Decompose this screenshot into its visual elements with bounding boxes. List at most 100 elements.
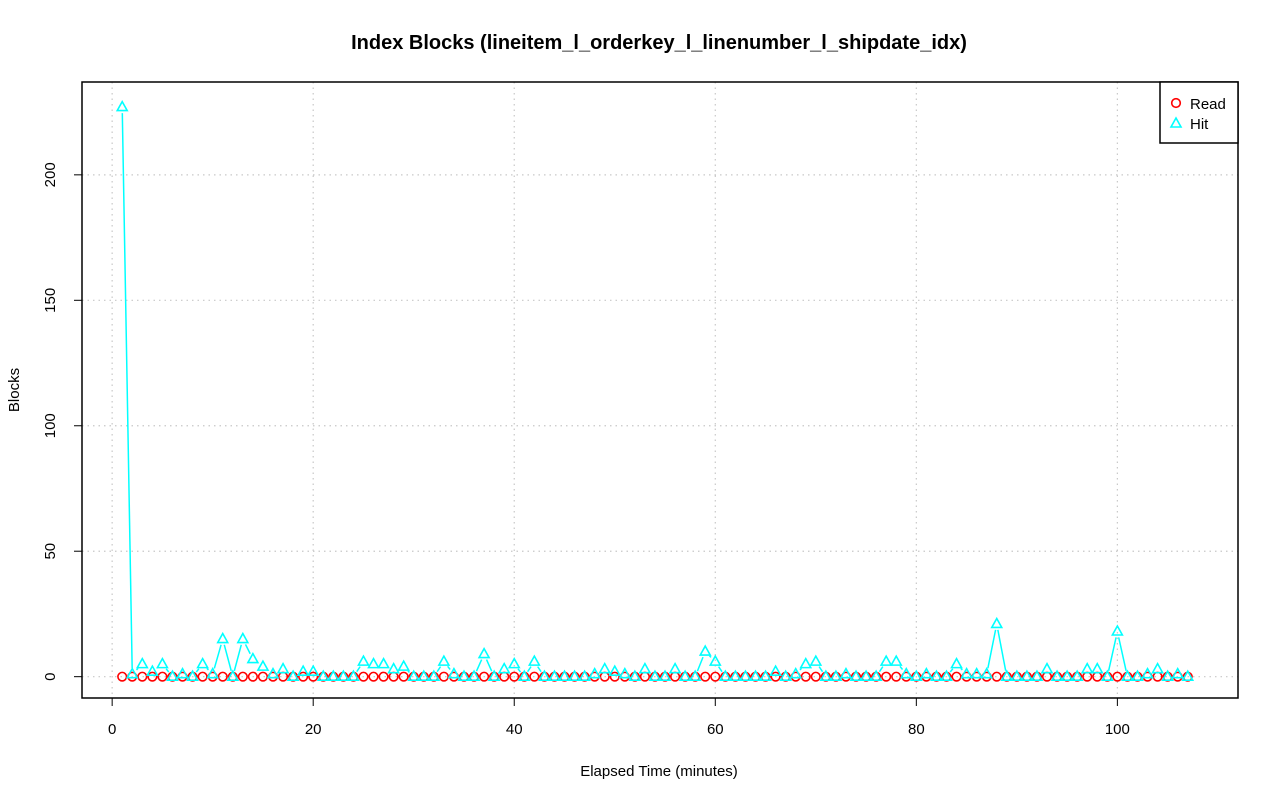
y-tick-label: 100	[42, 413, 59, 438]
series-hit	[115, 99, 1195, 681]
series-hit-point	[990, 616, 1004, 629]
series-hit-point	[759, 669, 772, 681]
chart-title: Index Blocks (lineitem_l_orderkey_l_line…	[351, 32, 967, 54]
series-hit-point	[397, 659, 411, 671]
series-hit-point	[166, 669, 179, 681]
series-read-point	[700, 671, 711, 682]
series-hit-segment	[195, 668, 200, 673]
series-hit-segment	[960, 667, 963, 671]
x-tick-label: 20	[305, 721, 322, 738]
series-hit-segment	[696, 656, 704, 672]
series-read-point	[529, 671, 540, 682]
series-read-point	[770, 671, 781, 682]
x-axis: 0 20 40 60 80 100	[108, 697, 1130, 738]
series-hit-point	[688, 669, 702, 681]
series-hit-point	[357, 654, 370, 666]
series-read-point	[257, 671, 269, 682]
series-hit-point	[115, 99, 129, 112]
series-read-point	[800, 671, 811, 682]
series-hit-point	[970, 667, 984, 679]
series-hit-segment	[436, 666, 442, 673]
series-hit-segment	[987, 629, 997, 669]
series-hit-point	[216, 631, 230, 644]
series-hit-point	[437, 654, 451, 666]
series-read-point	[197, 671, 208, 682]
series-hit-point	[1090, 661, 1104, 674]
series-read-point	[147, 671, 158, 682]
series-hit-point	[1060, 669, 1074, 681]
series-hit-point	[407, 669, 421, 681]
legend-read-label: Read	[1190, 96, 1226, 113]
series-hit-point	[176, 667, 189, 679]
series-hit-segment	[527, 666, 532, 673]
series-hit-segment	[206, 667, 209, 671]
series-hit-segment	[517, 668, 522, 673]
series-hit-point	[316, 669, 330, 681]
series-hit-point	[1020, 669, 1034, 681]
series-hit-point	[578, 669, 591, 681]
series-read-point	[157, 671, 168, 682]
legend: Read Hit	[1159, 81, 1239, 144]
series-hit-segment	[165, 668, 170, 673]
series-hit-point	[729, 669, 742, 681]
series-read-point	[478, 671, 490, 682]
series-hit-point	[306, 664, 320, 676]
y-axis: 0 50 100 150 200	[42, 162, 83, 681]
series-hit-segment	[475, 659, 483, 672]
legend-box	[1159, 81, 1239, 144]
x-tick-label: 40	[506, 721, 523, 738]
series-hit-point	[829, 669, 843, 681]
series-hit-point	[1040, 661, 1054, 674]
series-hit-point	[1100, 669, 1114, 681]
series-hit-point	[779, 669, 793, 681]
series-hit-point	[859, 669, 873, 681]
series-read-point	[881, 671, 892, 682]
series-hit-point	[598, 661, 612, 674]
y-tick-label: 50	[42, 543, 59, 560]
x-tick-label: 100	[1105, 721, 1130, 738]
series-hit-point	[146, 664, 159, 676]
series-hit-point	[1030, 669, 1044, 681]
series-hit-segment	[997, 629, 1007, 671]
series-hit-point	[769, 664, 782, 676]
series-hit-point	[286, 669, 300, 681]
y-tick-label: 0	[42, 673, 59, 681]
x-tick-label: 0	[108, 721, 116, 738]
series-hit-point	[899, 667, 913, 679]
series-hit-point	[1141, 667, 1154, 679]
series-hit-point	[367, 656, 380, 669]
series-read-point	[378, 671, 389, 682]
y-axis-label: Blocks	[6, 368, 23, 412]
series-hit-segment	[708, 655, 712, 658]
series-hit-point	[447, 667, 461, 679]
series-hit-point	[377, 656, 390, 669]
series-hit-point	[186, 669, 199, 681]
series-read-point	[710, 671, 721, 682]
series-hit-point	[1070, 669, 1084, 681]
series-hit-point	[558, 669, 571, 681]
series-hit-point	[698, 644, 712, 656]
series-hit-point	[628, 669, 642, 681]
series-read-point	[368, 671, 379, 682]
series-hit-point	[648, 669, 662, 681]
series-hit-point	[618, 667, 632, 679]
series-hit-point	[156, 656, 169, 669]
series-hit-point	[739, 669, 752, 681]
series-read-point	[117, 671, 128, 682]
series-hit-segment	[717, 666, 723, 673]
series-hit-point	[980, 667, 994, 679]
series-hit-point	[296, 664, 310, 676]
series-hit-point	[1151, 661, 1164, 674]
series-hit-point	[819, 669, 833, 681]
series-hit-point	[809, 654, 823, 666]
series-hit-segment	[244, 644, 251, 655]
series-hit-point	[326, 669, 340, 681]
series-read-point	[991, 671, 1002, 682]
series-read-point	[308, 671, 319, 682]
series-read-point	[609, 671, 620, 682]
series-read-point	[509, 671, 520, 682]
series-hit-point	[889, 654, 903, 666]
series-hit-point	[678, 669, 692, 681]
legend-hit-marker	[1169, 116, 1183, 128]
